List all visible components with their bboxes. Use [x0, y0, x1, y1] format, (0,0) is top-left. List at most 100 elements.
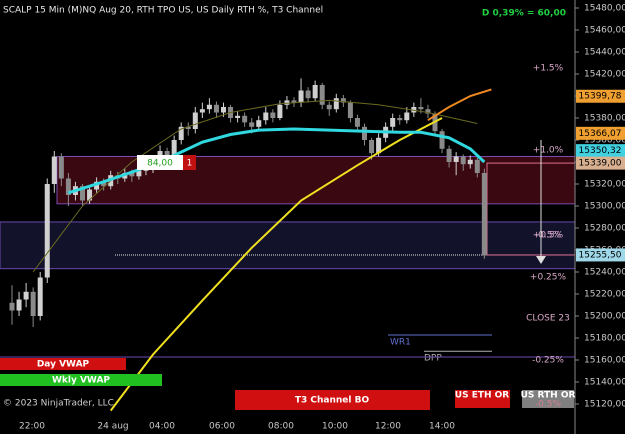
candle-body [404, 112, 410, 121]
candle-body [354, 118, 360, 127]
candle-body [326, 104, 332, 110]
candle-body [467, 159, 473, 165]
y-tick-label: 15480,00 [584, 4, 625, 14]
level-label: WR1 [390, 338, 411, 348]
x-tick-label: 12:00 [375, 422, 401, 432]
candle-body [129, 173, 135, 177]
candle-body [362, 126, 367, 140]
candle-body [9, 302, 15, 311]
indicator-line [427, 88, 492, 122]
price-marker [576, 144, 625, 158]
candle-body [333, 98, 339, 110]
percent-label: -0.25% [532, 356, 564, 366]
percent-label: -0.5% [535, 231, 562, 241]
signal-value-box [137, 155, 183, 170]
candle-body [277, 104, 283, 118]
day-vwap-button[interactable] [0, 358, 126, 370]
y-tick-label: 15320,00 [584, 180, 625, 190]
candle-body [256, 120, 262, 127]
candle-body [340, 98, 346, 103]
y-tick-label: 15220,00 [584, 290, 625, 300]
candle-body [37, 277, 43, 316]
y-tick-label: 15280,00 [584, 224, 625, 234]
t3-button[interactable] [235, 390, 430, 410]
price-marker [576, 89, 625, 103]
wkly-vwap-label: Wkly VWAP [52, 376, 110, 386]
chart-title: SCALP 15 Min (M)NQ Aug 20, RTH TPO US, U… [3, 6, 323, 16]
wkly-vwap-button[interactable] [0, 374, 162, 386]
y-tick-label: 15160,00 [584, 356, 625, 366]
indicator-line [32, 99, 478, 273]
day-vwap-label: Day VWAP [37, 360, 90, 370]
candle-body [58, 156, 64, 179]
x-tick-label: 24 aug [97, 422, 128, 432]
percent-label: +0.25% [530, 272, 567, 282]
level-label: DPP [424, 354, 442, 364]
candle-body [376, 137, 382, 154]
candle-body [242, 115, 248, 123]
y-tick-label: 15300,00 [584, 202, 625, 212]
x-tick-label: 08:00 [268, 422, 294, 432]
candle-body [460, 156, 466, 165]
candle-body [51, 156, 57, 184]
candle-body [312, 85, 318, 99]
candle-body [291, 100, 297, 103]
candle-body [16, 299, 22, 311]
signal-count: 1 [187, 159, 193, 169]
candle-body [418, 107, 424, 110]
price-marker [576, 156, 625, 170]
candle-body [221, 107, 226, 113]
stat: D 0,39% = 60,00 [482, 9, 566, 19]
candle-body [439, 131, 445, 149]
y-tick-label: 15200,00 [584, 312, 625, 322]
y-tick-label: 15140,00 [584, 378, 625, 388]
candle-body [136, 170, 142, 177]
candle-body [164, 151, 170, 157]
candle-body [192, 112, 198, 129]
percent-label: +1.5% [533, 63, 564, 73]
indicator-line [109, 117, 443, 412]
rth-button[interactable] [522, 390, 574, 408]
candle-body [390, 118, 396, 127]
candle-body [270, 112, 276, 118]
candle-body [298, 90, 304, 103]
candle-body [397, 118, 403, 121]
candle-body [347, 102, 353, 118]
price-marker-label: 15350,32 [579, 146, 622, 156]
candle-body [305, 90, 311, 99]
y-tick-label: 15360,00 [584, 136, 625, 146]
price-marker [576, 248, 625, 262]
rth-label: US RTH OR [521, 391, 576, 401]
x-tick-label: 22:00 [19, 422, 45, 432]
y-tick-label: 15180,00 [584, 334, 625, 344]
candle-body [481, 173, 487, 256]
candle-body [30, 291, 36, 316]
y-tick-label: 15240,00 [584, 268, 625, 278]
zone [0, 221, 576, 270]
candle-body [80, 186, 85, 201]
candle-body [178, 126, 184, 140]
y-tick-label: 15420,00 [584, 70, 625, 80]
price-marker [576, 126, 625, 140]
candle-body [474, 159, 480, 173]
y-tick-label: 15460,00 [584, 26, 625, 36]
candle-body [235, 115, 241, 118]
candle-body [44, 184, 50, 278]
candle-body [213, 104, 219, 113]
candle-body [206, 104, 212, 110]
percent-label: +1.0% [533, 145, 564, 155]
eth-button[interactable] [455, 390, 510, 408]
signal-value: 84,00 [147, 159, 173, 169]
rth-pct: -0.5% [535, 400, 562, 410]
arrow-head [536, 256, 546, 264]
candle-body [94, 181, 100, 190]
candle-body [199, 109, 205, 113]
x-tick-label: 10:00 [322, 422, 348, 432]
price-marker-label: 15255,50 [579, 250, 622, 260]
candle-body [284, 100, 290, 105]
x-tick-label: 14:00 [429, 422, 455, 432]
signal-count-box [183, 155, 196, 170]
copyright: © 2023 NinjaTrader, LLC [3, 399, 114, 409]
candle-body [446, 148, 452, 162]
candle-body [263, 112, 269, 121]
